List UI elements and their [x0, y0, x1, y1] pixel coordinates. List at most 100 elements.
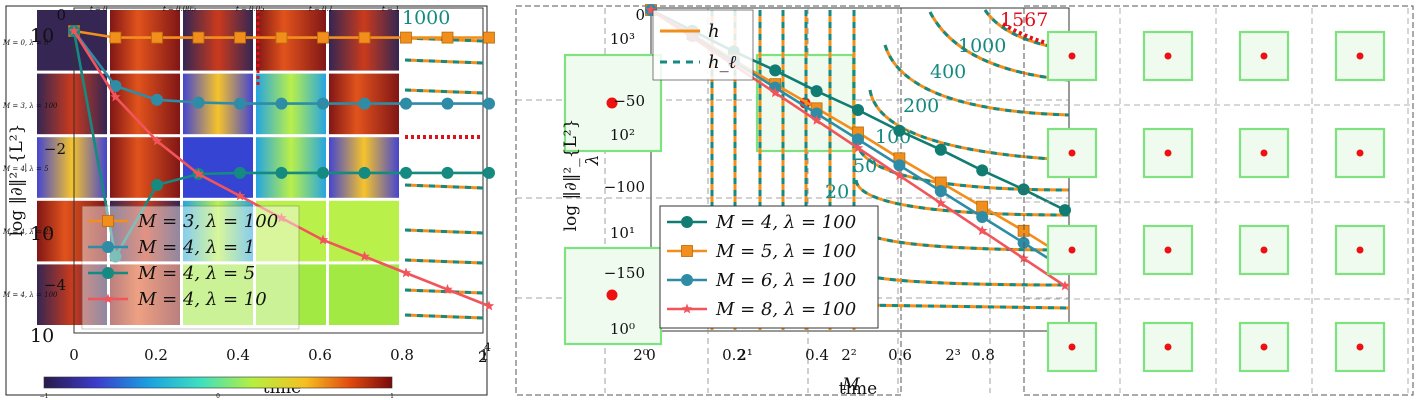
right-green-box — [1046, 224, 1098, 276]
middle-contour-curve-dashed — [854, 179, 1070, 217]
right-red-dot — [1068, 52, 1076, 60]
middle-data-point — [645, 4, 657, 15]
left-right-tick-4: 4 — [484, 341, 491, 354]
heatmap-row-label: M = 4, λ = 100 — [2, 291, 58, 299]
left-data-point — [358, 31, 371, 44]
middle-outer-dashed-frame — [515, 5, 902, 396]
log-x-tick-label: 2² — [841, 346, 857, 364]
contour-legend-box — [652, 9, 754, 81]
left-contour-line-dashed — [404, 58, 484, 65]
left-contour-line-dashed — [404, 228, 484, 235]
left-overlay-ytick-1: 10 — [30, 25, 54, 47]
left-x-tick-label: 0.2 — [144, 346, 168, 364]
heatmap-row-label: M = 4, λ = 25 — [2, 228, 54, 236]
right-green-box — [1142, 224, 1194, 276]
left-y-axis-label: log ‖∂‖²_{L²} — [7, 124, 27, 237]
left-data-point — [317, 166, 329, 179]
heatmap-cell — [329, 264, 399, 325]
middle-data-point — [1059, 204, 1071, 217]
middle-data-point — [976, 164, 989, 177]
middle-legend-swatch-marker — [681, 274, 693, 286]
left-data-point — [359, 251, 370, 261]
middle-secondary-x-label: M — [841, 375, 860, 395]
left-data-point — [317, 31, 329, 44]
left-data-point — [400, 166, 412, 179]
heatmap-row-label: M = 4, λ = 5 — [2, 165, 49, 173]
middle-x-ticks: 00.20.40.60.81 — [646, 346, 1071, 364]
left-data-point — [441, 31, 454, 44]
middle-data-point — [894, 170, 905, 180]
right-red-dot — [1164, 52, 1172, 60]
left-data-point — [358, 166, 371, 179]
middle-contour-curve-dashed — [983, 9, 1070, 52]
middle-contour-curve-dashed — [868, 89, 1070, 162]
left-y-tick-label: −2 — [44, 140, 66, 158]
middle-legend-swatch-marker — [681, 245, 693, 257]
left-data-point — [110, 91, 121, 102]
left-data-point — [275, 97, 288, 110]
middle-data-point — [810, 85, 823, 98]
right-panel — [1023, 5, 1414, 396]
heatmap-row-labels: M = 0, λ = 0 M = 3, λ = 100 M = 4, λ = 5 M … — [2, 39, 58, 299]
middle-data-point — [976, 200, 989, 213]
heatmap-cell — [256, 10, 326, 71]
middle-legend-box — [659, 205, 879, 329]
middle-data-point — [934, 185, 947, 198]
red-dot — [606, 289, 618, 301]
contour-label: 20 — [825, 181, 849, 203]
left-contour-line-dashed — [404, 313, 484, 320]
colorbar — [43, 376, 393, 389]
colorbar-tick: 1 — [390, 393, 394, 400]
middle-data-point — [976, 211, 989, 223]
heatmap-row-label: M = 0, λ = 0 — [2, 39, 49, 47]
middle-legend: M = 4, λ = 100 M = 5, λ = 100 M = 6, λ = 1… — [659, 205, 879, 329]
left-x-tick-label: 0.8 — [390, 346, 414, 364]
right-box-grid — [1024, 8, 1413, 393]
right-green-box — [1142, 30, 1194, 82]
heatmap-cell — [37, 264, 107, 325]
middle-x-tick-label: 0.8 — [971, 346, 995, 364]
middle-data-point — [852, 104, 864, 117]
log-y-tick-label: 10² — [610, 126, 635, 144]
left-legend-label: M = 4, λ = 10 — [137, 289, 267, 310]
middle-y-tick-label: −150 — [604, 264, 645, 282]
right-red-dot — [1260, 149, 1268, 157]
left-y-tick-label: −4 — [44, 276, 66, 294]
left-data-point — [192, 31, 205, 44]
left-data-point — [275, 31, 288, 44]
right-red-dot — [1356, 149, 1364, 157]
right-green-box — [1046, 127, 1098, 179]
middle-data-point — [811, 114, 822, 125]
middle-contour-curve-dashed — [854, 224, 1070, 252]
left-data-point — [276, 212, 287, 223]
left-y-tick-label: 0 — [56, 6, 66, 24]
middle-legend-label: M = 8, λ = 100 — [715, 299, 856, 320]
colorbar-ticks: −1 0 1 — [40, 393, 394, 400]
left-plot-frame — [73, 7, 484, 334]
left-x-ticks: 0 0.2 0.4 0.6 0.8 1 — [69, 346, 489, 364]
left-x-tick-label: 1 — [479, 346, 489, 364]
middle-data-point — [893, 159, 906, 172]
heatmap-cell — [110, 137, 180, 198]
left-overlay-ytick-2: 10 — [30, 223, 54, 245]
contour-label: 400 — [930, 61, 966, 83]
heatmap-cell — [256, 264, 326, 325]
left-x-tick-label: 0 — [69, 346, 79, 364]
middle-x-axis-label: time — [839, 379, 877, 399]
log-x-tick-label: 2⁰ — [633, 346, 649, 364]
left-legend-label: M = 4, λ = 1 — [137, 237, 255, 258]
right-red-dot — [1068, 343, 1076, 351]
left-legend-swatch-marker — [102, 241, 114, 253]
right-red-dot — [1260, 246, 1268, 254]
heatmap-col-label: t = 1 — [382, 5, 400, 13]
left-data-point — [151, 179, 163, 191]
left-data-point — [358, 97, 371, 110]
heatmap-cell — [329, 200, 399, 262]
left-data-point — [234, 190, 246, 201]
right-red-dot — [1068, 246, 1076, 254]
heatmap-col-label: t = 0.05 — [236, 5, 265, 13]
middle-data-point — [934, 143, 947, 156]
middle-data-point — [852, 142, 864, 153]
right-red-dot — [1068, 149, 1076, 157]
